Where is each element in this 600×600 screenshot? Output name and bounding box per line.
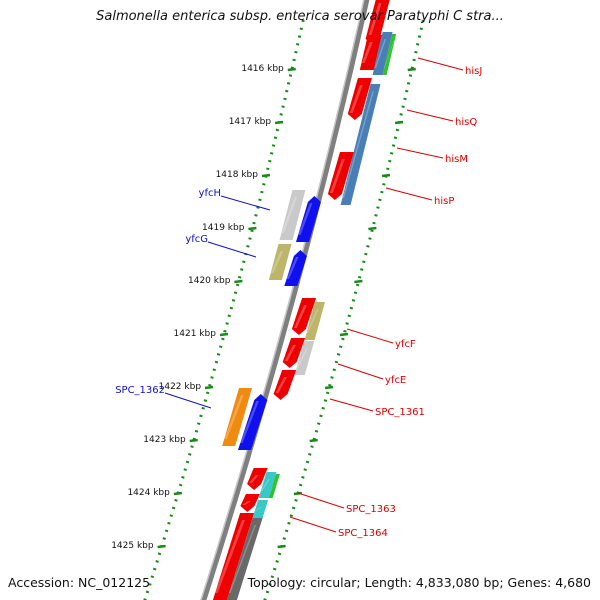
map-title: Salmonella enterica subsp. enterica sero… <box>96 9 504 24</box>
cog-category-bar[interactable] <box>372 32 393 75</box>
kbp-tick-mark-outer <box>277 544 286 549</box>
cog-category-bar[interactable] <box>258 472 277 498</box>
gene-label-leader <box>417 57 464 71</box>
gene-label-leader <box>406 109 454 122</box>
kbp-tick-label: 1420 kbp <box>188 276 231 286</box>
reverse-gene-arrow[interactable] <box>282 338 306 368</box>
reverse-gene-arrow[interactable] <box>291 298 317 335</box>
reverse-gene-label[interactable]: yfcF <box>395 339 416 350</box>
gene-label-leader <box>346 328 394 344</box>
forward-gene-label[interactable]: yfcH <box>199 188 221 199</box>
forward-gene-label[interactable]: SPC_1362 <box>115 385 165 396</box>
forward-gene-arrow[interactable] <box>284 250 307 286</box>
kbp-tick-label: 1425 kbp <box>111 541 154 551</box>
accession-text: Accession: NC_012125 <box>8 575 151 590</box>
kbp-tick-mark <box>157 544 166 549</box>
kbp-tick-mark <box>189 438 198 443</box>
kbp-tick-mark <box>248 226 257 231</box>
reverse-gene-label[interactable]: hisP <box>434 196 454 207</box>
reverse-gene-label[interactable]: SPC_1364 <box>338 528 388 539</box>
reverse-gene-label[interactable]: hisQ <box>455 117 477 128</box>
forward-gene-arrow[interactable] <box>222 388 252 446</box>
reverse-gene-arrow[interactable] <box>212 513 255 600</box>
cog-category-bar[interactable] <box>340 84 381 205</box>
cog-category-bar[interactable] <box>226 518 263 600</box>
kbp-tick-mark-outer <box>293 491 303 496</box>
forward-gene-label[interactable]: yfcG <box>185 234 208 245</box>
cog-category-bar[interactable] <box>252 500 269 518</box>
gene-label-leader <box>337 363 384 380</box>
kbp-tick-mark-outer <box>339 332 349 337</box>
gene-label-leader <box>289 516 337 533</box>
kbp-tick-mark-outer <box>407 67 416 72</box>
kbp-tick-label: 1424 kbp <box>127 488 170 498</box>
kbp-tick-mark <box>274 120 284 125</box>
kbp-tick-label: 1417 kbp <box>229 117 272 127</box>
gene-label-leader <box>220 195 271 211</box>
reverse-gene-arrow[interactable] <box>347 78 372 120</box>
summary-text: Topology: circular; Length: 4,833,080 bp… <box>247 575 591 590</box>
kbp-tick-mark-outer <box>381 173 391 178</box>
gene-label-leader <box>385 187 433 201</box>
reverse-gene-label[interactable]: hisJ <box>465 66 482 77</box>
backbone-arc <box>201 0 370 600</box>
reverse-gene-arrow[interactable] <box>240 494 260 512</box>
forward-gene-arrow[interactable] <box>238 394 268 450</box>
reverse-gene-arrow[interactable] <box>365 0 391 45</box>
reverse-gene-label[interactable]: hisM <box>445 154 468 165</box>
kbp-tick-mark-outer <box>394 120 404 125</box>
ruler-track-inner <box>143 19 305 600</box>
forward-gene-arrow[interactable] <box>296 196 321 242</box>
kbp-tick-mark-outer <box>368 226 377 231</box>
cog-category-bar[interactable] <box>268 474 280 498</box>
gene-label-leader <box>164 392 212 409</box>
reverse-gene-label[interactable]: SPC_1363 <box>346 504 396 515</box>
kbp-tick-label: 1422 kbp <box>159 382 202 392</box>
forward-gene-arrow[interactable] <box>268 244 292 280</box>
kbp-tick-label: 1418 kbp <box>216 170 259 180</box>
kbp-tick-mark <box>173 491 183 496</box>
kbp-tick-mark-outer <box>324 385 334 390</box>
gene-label-leader <box>207 241 257 258</box>
reverse-gene-arrow[interactable] <box>359 35 382 70</box>
kbp-tick-label: 1416 kbp <box>241 64 284 74</box>
reverse-gene-label[interactable]: yfcE <box>385 375 406 386</box>
gene-label-leader <box>396 147 444 159</box>
kbp-tick-mark-outer <box>354 279 363 284</box>
forward-gene-arrow[interactable] <box>279 190 306 240</box>
reverse-gene-label[interactable]: SPC_1361 <box>375 407 425 418</box>
kbp-tick-label: 1421 kbp <box>174 329 217 339</box>
kbp-tick-label: 1423 kbp <box>143 435 186 445</box>
cog-category-bar[interactable] <box>304 302 325 340</box>
reverse-gene-arrow[interactable] <box>247 468 268 490</box>
kbp-tick-mark <box>219 332 229 337</box>
kbp-tick-mark <box>261 173 271 178</box>
reverse-gene-arrow[interactable] <box>327 152 354 200</box>
gene-label-leader <box>297 492 345 509</box>
kbp-tick-mark-outer <box>309 438 318 443</box>
reverse-gene-arrow[interactable] <box>273 370 297 400</box>
cog-category-bar[interactable] <box>382 34 397 75</box>
kbp-tick-mark <box>287 67 296 72</box>
kbp-tick-label: 1419 kbp <box>202 223 245 233</box>
gene-label-leader <box>329 398 374 412</box>
backbone-highlight <box>200 0 365 600</box>
kbp-tick-mark <box>204 385 214 390</box>
cog-category-bar[interactable] <box>294 341 315 375</box>
kbp-tick-mark <box>234 279 243 284</box>
